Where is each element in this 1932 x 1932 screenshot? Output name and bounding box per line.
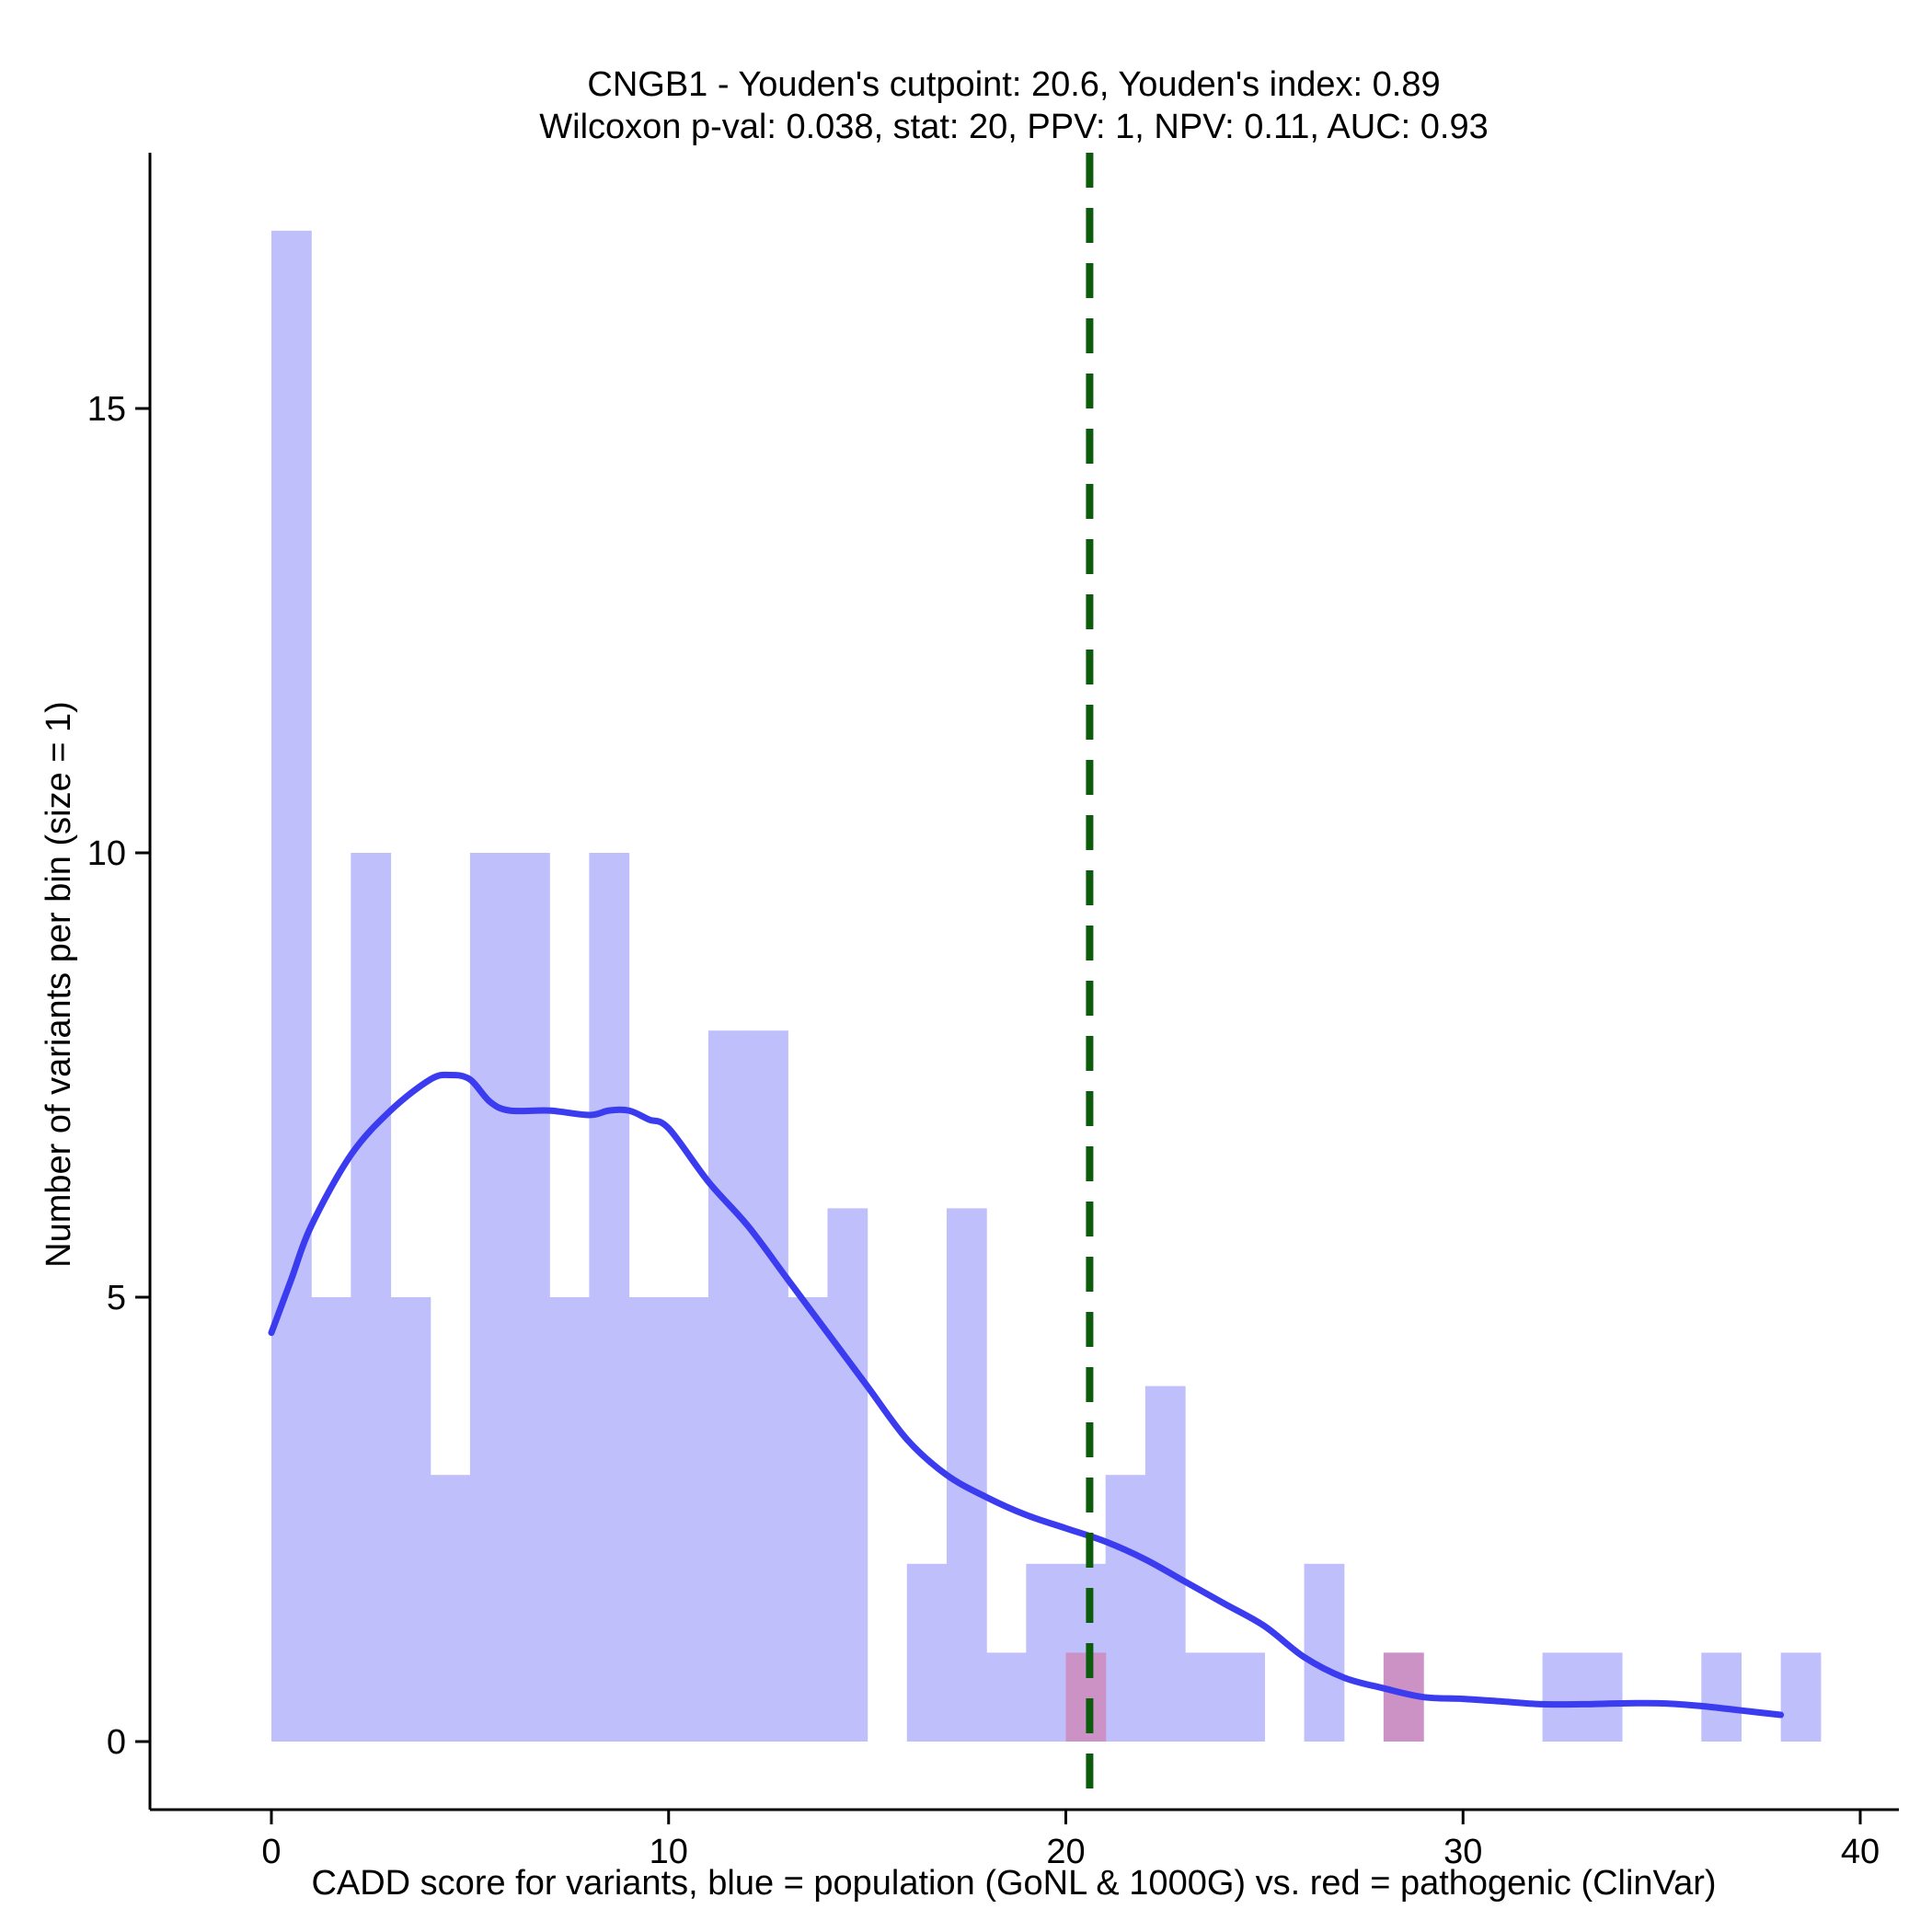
x-tick-label-10: 10: [650, 1833, 688, 1871]
x-axis-ticks: 0 10 20 30 40: [261, 1810, 1880, 1871]
density-layer: [268, 1071, 1785, 1719]
population-bar-0: [271, 230, 312, 1742]
population-bar-8: [589, 853, 630, 1742]
population-bar-32: [1542, 1652, 1583, 1742]
population-bar-12: [748, 1030, 788, 1742]
population-bar-33: [1581, 1652, 1623, 1742]
x-tick-label-0: 0: [261, 1833, 281, 1871]
population-bar-3: [390, 1297, 431, 1742]
pathogenic-bars: [1065, 1652, 1424, 1742]
population-bars: [271, 230, 1822, 1742]
population-bar-5: [469, 853, 511, 1742]
population-bar-36: [1701, 1652, 1742, 1742]
population-bar-7: [549, 1297, 590, 1742]
population-bar-18: [986, 1652, 1027, 1742]
density-curve: [268, 1071, 1785, 1719]
chart-title-line2: Wilcoxon p-val: 0.038, stat: 20, PPV: 1,…: [539, 108, 1488, 146]
x-tick-label-40: 40: [1841, 1833, 1880, 1871]
chart-title-line1: CNGB1 - Youden's cutpoint: 20.6, Youden'…: [587, 65, 1440, 104]
population-bar-26: [1304, 1563, 1345, 1742]
population-bar-6: [510, 853, 550, 1742]
population-bar-11: [707, 1030, 749, 1742]
population-bar-10: [668, 1297, 709, 1742]
population-bar-21: [1105, 1475, 1146, 1742]
y-tick-label-10: 10: [87, 834, 126, 873]
population-bar-17: [946, 1208, 987, 1742]
x-axis-label: CADD score for variants, blue = populati…: [311, 1864, 1716, 1903]
pathogenic-bar-20: [1065, 1652, 1107, 1742]
population-bar-16: [906, 1563, 948, 1742]
population-bar-13: [788, 1297, 829, 1742]
population-bar-14: [827, 1208, 868, 1742]
population-bar-23: [1185, 1652, 1225, 1742]
population-bar-38: [1780, 1652, 1822, 1742]
y-tick-label-15: 15: [87, 390, 126, 429]
y-axis-ticks: 0 5 10 15: [87, 390, 150, 1762]
x-tick-label-20: 20: [1046, 1833, 1085, 1871]
axes: [148, 153, 1899, 1811]
population-bar-1: [311, 1297, 351, 1742]
population-bar-2: [351, 853, 392, 1742]
population-bar-19: [1026, 1563, 1067, 1742]
x-tick-label-30: 30: [1443, 1833, 1482, 1871]
y-tick-label-0: 0: [107, 1723, 126, 1762]
population-bar-24: [1225, 1652, 1265, 1742]
population-bar-9: [628, 1297, 670, 1742]
y-tick-label-5: 5: [107, 1279, 126, 1317]
population-bar-4: [430, 1475, 471, 1742]
y-axis-label: Number of variants per bin (size = 1): [40, 701, 78, 1268]
